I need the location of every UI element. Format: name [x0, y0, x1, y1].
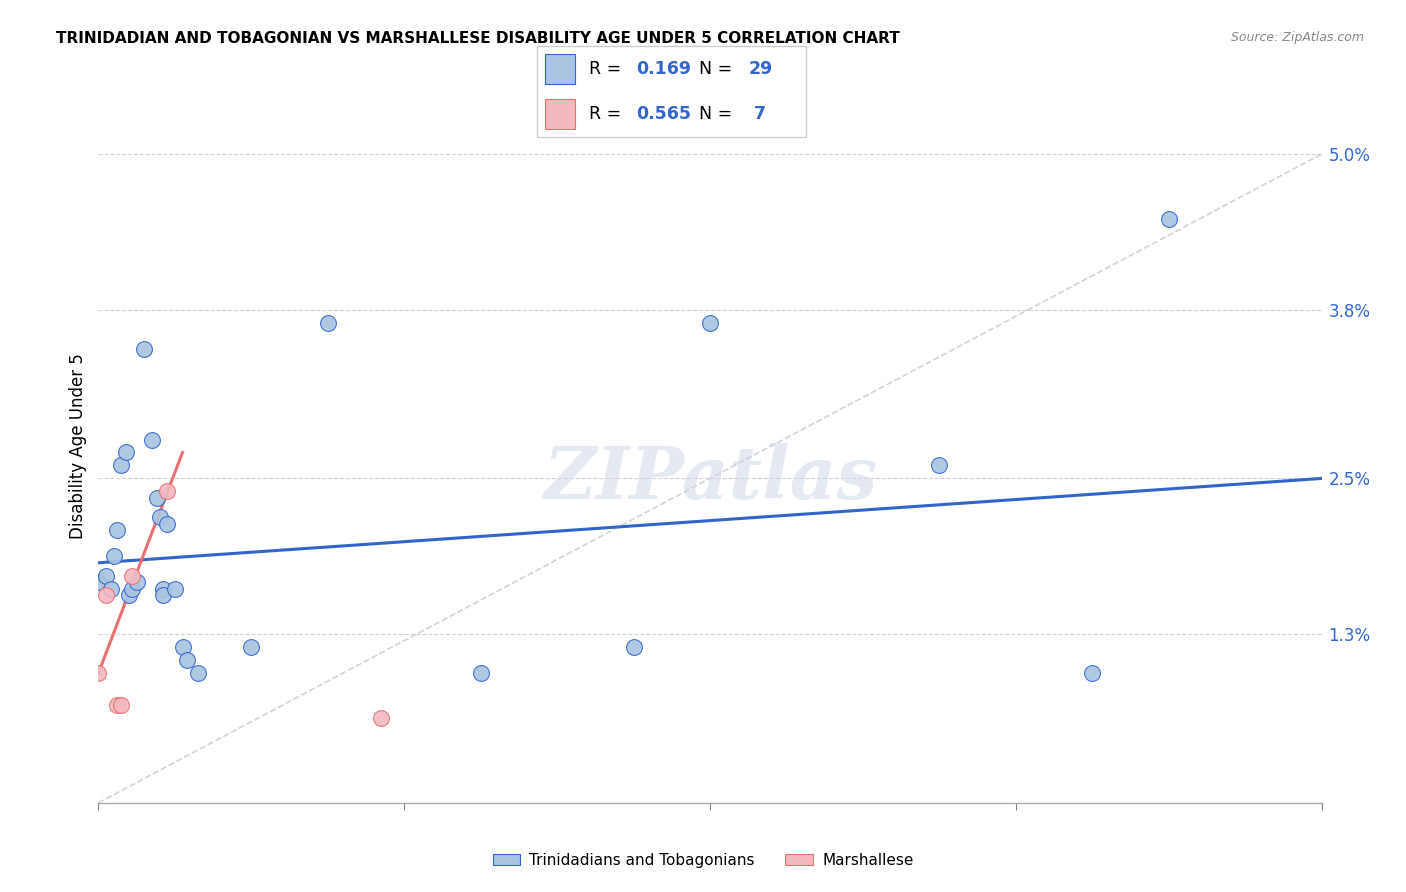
Point	[110, 698, 132, 713]
Point	[470, 666, 492, 681]
Point	[87, 575, 110, 590]
Point	[152, 582, 174, 596]
Point	[105, 698, 128, 713]
Point	[699, 316, 721, 330]
Point	[87, 666, 110, 681]
Text: N =: N =	[699, 105, 733, 123]
Point	[100, 582, 122, 596]
FancyBboxPatch shape	[546, 54, 575, 84]
Y-axis label: Disability Age Under 5: Disability Age Under 5	[69, 353, 87, 539]
Point	[316, 316, 339, 330]
Point	[1081, 666, 1104, 681]
Point	[187, 666, 209, 681]
Point	[121, 568, 143, 582]
Point	[928, 458, 950, 473]
Point	[163, 582, 186, 596]
FancyBboxPatch shape	[546, 99, 575, 129]
Point	[370, 711, 392, 725]
Point	[94, 588, 117, 602]
Point	[134, 342, 156, 356]
Point	[152, 588, 174, 602]
Point	[105, 524, 128, 538]
Text: Source: ZipAtlas.com: Source: ZipAtlas.com	[1230, 31, 1364, 45]
Text: 7: 7	[748, 105, 766, 123]
Point	[156, 516, 179, 531]
Point	[156, 484, 179, 499]
Text: TRINIDADIAN AND TOBAGONIAN VS MARSHALLESE DISABILITY AGE UNDER 5 CORRELATION CHA: TRINIDADIAN AND TOBAGONIAN VS MARSHALLES…	[56, 31, 900, 46]
Text: 29: 29	[748, 60, 772, 78]
Point	[1157, 211, 1180, 226]
Point	[623, 640, 645, 654]
Text: R =: R =	[589, 105, 627, 123]
Point	[110, 458, 132, 473]
Point	[125, 575, 148, 590]
Point	[172, 640, 194, 654]
Point	[149, 510, 172, 524]
Point	[240, 640, 263, 654]
Text: R =: R =	[589, 60, 627, 78]
Point	[118, 588, 141, 602]
Legend: Trinidadians and Tobagonians, Marshallese: Trinidadians and Tobagonians, Marshalles…	[486, 847, 920, 873]
Text: 0.565: 0.565	[636, 105, 690, 123]
Text: N =: N =	[699, 60, 733, 78]
Point	[94, 568, 117, 582]
FancyBboxPatch shape	[537, 45, 806, 137]
Point	[141, 433, 163, 447]
Point	[145, 491, 167, 505]
Text: ZIPatlas: ZIPatlas	[543, 443, 877, 514]
Point	[115, 445, 138, 459]
Point	[176, 653, 198, 667]
Text: 0.169: 0.169	[636, 60, 690, 78]
Point	[121, 582, 143, 596]
Point	[103, 549, 125, 564]
